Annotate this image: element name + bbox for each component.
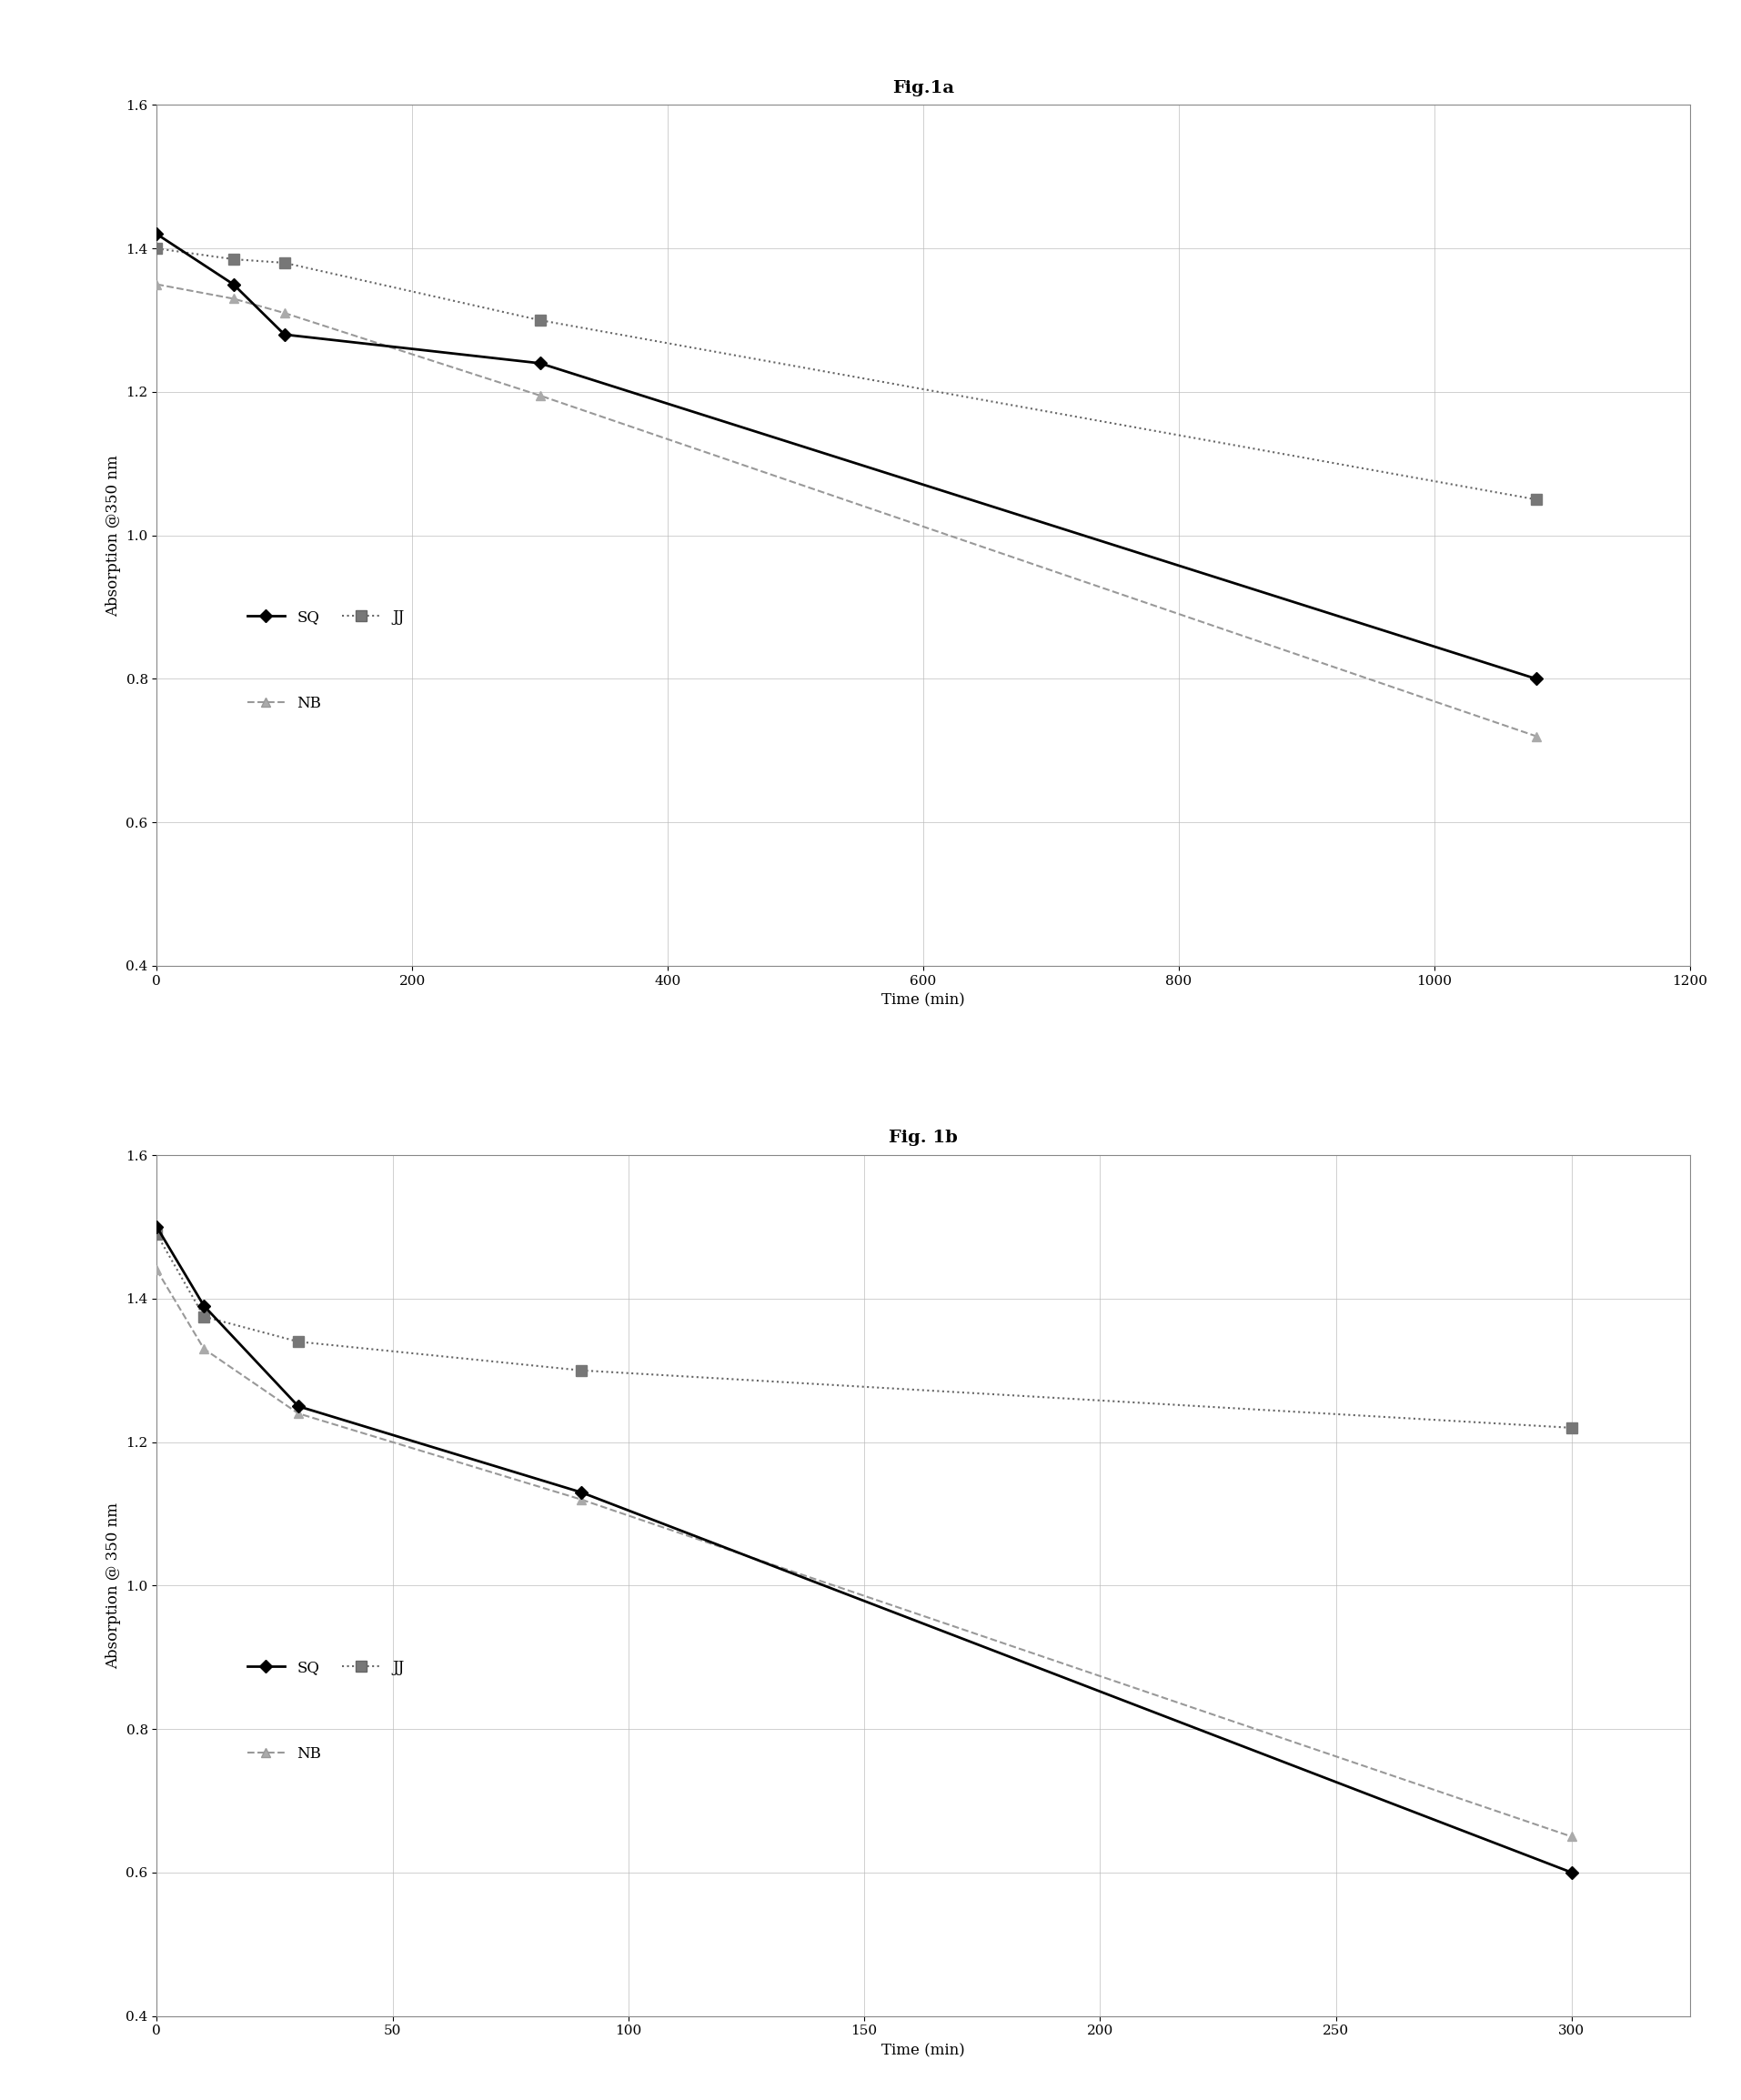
- NB: [571, 1487, 592, 1512]
- JJ: [146, 1222, 167, 1247]
- JJ: [287, 1329, 308, 1354]
- Title: Fig.1a: Fig.1a: [891, 80, 954, 97]
- NB: [1560, 1825, 1581, 1850]
- SQ: [273, 321, 294, 346]
- JJ: [529, 307, 550, 332]
- Legend: NB: NB: [240, 689, 327, 718]
- NB: [529, 382, 550, 407]
- Line: SQ: SQ: [151, 1222, 1576, 1877]
- JJ: [223, 246, 244, 271]
- SQ: [1560, 1861, 1581, 1886]
- SQ: [571, 1480, 592, 1506]
- NB: [273, 300, 294, 326]
- SQ: [146, 1214, 167, 1239]
- NB: [146, 1258, 167, 1283]
- JJ: [571, 1359, 592, 1384]
- Line: SQ: SQ: [151, 229, 1541, 682]
- NB: [193, 1336, 214, 1361]
- SQ: [1525, 666, 1546, 691]
- Legend: NB: NB: [240, 1739, 327, 1768]
- Y-axis label: Absorption @ 350 nm: Absorption @ 350 nm: [104, 1502, 120, 1670]
- SQ: [193, 1294, 214, 1319]
- Line: NB: NB: [151, 279, 1541, 741]
- X-axis label: Time (min): Time (min): [881, 993, 965, 1008]
- JJ: [1560, 1415, 1581, 1441]
- JJ: [146, 235, 167, 260]
- SQ: [223, 271, 244, 296]
- X-axis label: Time (min): Time (min): [881, 2043, 965, 2058]
- JJ: [193, 1304, 214, 1329]
- SQ: [529, 351, 550, 376]
- JJ: [1525, 487, 1546, 512]
- SQ: [146, 220, 167, 246]
- Line: NB: NB: [151, 1266, 1576, 1842]
- Line: JJ: JJ: [151, 1228, 1576, 1432]
- JJ: [273, 250, 294, 275]
- NB: [223, 286, 244, 311]
- Title: Fig. 1b: Fig. 1b: [888, 1130, 958, 1147]
- NB: [287, 1401, 308, 1426]
- NB: [146, 271, 167, 296]
- Y-axis label: Absorption @350 nm: Absorption @350 nm: [104, 454, 120, 615]
- Line: JJ: JJ: [151, 244, 1541, 504]
- SQ: [287, 1394, 308, 1420]
- NB: [1525, 724, 1546, 750]
